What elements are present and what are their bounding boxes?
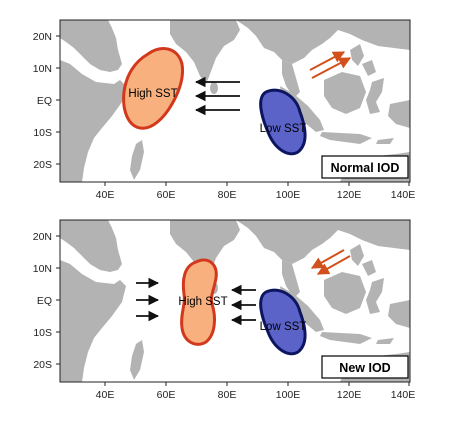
cool-sst-pool (259, 88, 307, 156)
lat-tick-label: 20N (33, 231, 52, 243)
lat-tick-label: 10N (33, 63, 52, 75)
lon-tick-label: 120E (337, 189, 362, 201)
longitude-axis: 40E 60E 80E 100E 120E 140E (96, 382, 416, 401)
panel-title: Normal IOD (331, 161, 400, 175)
cool-sst-pool (259, 288, 307, 356)
latitude-axis: 20N 10N EQ 10S 20S (33, 31, 60, 171)
lon-tick-label: 120E (337, 389, 362, 401)
lat-tick-label: EQ (37, 95, 52, 107)
lat-tick-label: 20N (33, 31, 52, 43)
low-sst-label: Low SST (260, 123, 307, 135)
low-sst-label: Low SST (260, 321, 307, 333)
lat-tick-label: 20S (33, 359, 52, 371)
lon-tick-label: 100E (276, 389, 301, 401)
map-frame (59, 19, 411, 183)
high-sst-label: High SST (128, 88, 177, 100)
lat-tick-label: EQ (37, 295, 52, 307)
lat-tick-label: 10S (33, 127, 52, 139)
latitude-axis: 20N 10N EQ 10S 20S (33, 231, 60, 371)
eastward-wind-arrows (136, 277, 160, 322)
lon-tick-label: 100E (276, 189, 301, 201)
panel-title-box (321, 355, 409, 379)
lon-tick-label: 80E (218, 189, 237, 201)
coastal-current-arrows (309, 51, 352, 79)
warm-sst-pool (122, 47, 184, 130)
lon-tick-label: 140E (391, 189, 416, 201)
panel-title-box (321, 155, 409, 179)
westward-wind-arrows (230, 284, 256, 326)
lon-tick-label: 60E (157, 389, 176, 401)
panel-normal-iod: High SST Low SST Normal IOD 20N 10N EQ (33, 19, 416, 201)
land-mass (60, 220, 410, 382)
westward-wind-arrows (194, 76, 240, 116)
high-sst-label: High SST (178, 296, 227, 308)
lon-tick-label: 60E (157, 189, 176, 201)
lon-tick-label: 80E (218, 389, 237, 401)
coastal-current-arrows (310, 249, 351, 275)
lat-tick-label: 10S (33, 327, 52, 339)
land-mass (60, 20, 410, 182)
panel-title: New IOD (339, 361, 390, 375)
longitude-axis: 40E 60E 80E 100E 120E 140E (96, 182, 416, 201)
lon-tick-label: 40E (96, 189, 115, 201)
panel-new-iod: High SST Low SST New IOD (33, 219, 416, 401)
lon-tick-label: 40E (96, 389, 115, 401)
lat-tick-label: 20S (33, 159, 52, 171)
warm-sst-pool (180, 258, 218, 346)
map-frame (59, 219, 411, 383)
lat-tick-label: 10N (33, 263, 52, 275)
lon-tick-label: 140E (391, 389, 416, 401)
